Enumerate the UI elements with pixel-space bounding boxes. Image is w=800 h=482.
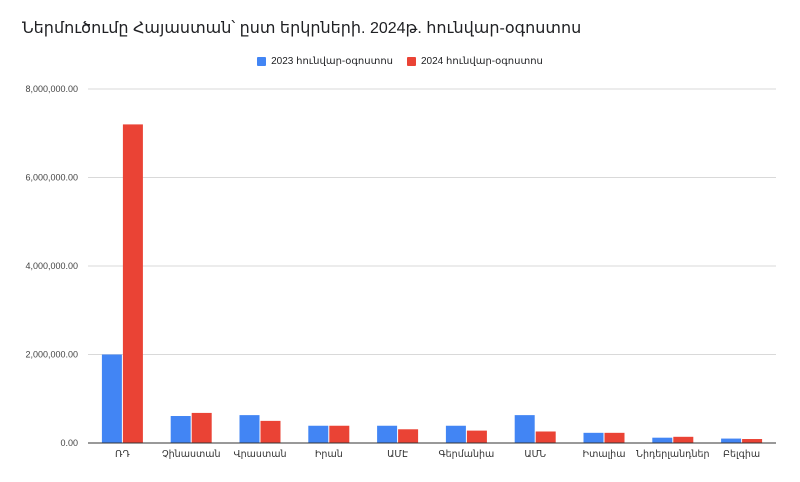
- x-category-label: ՌԴ: [115, 449, 130, 460]
- x-category-label: Բելգիա: [723, 449, 760, 460]
- bar-2023[interactable]: [514, 415, 535, 443]
- x-category-label: Չինաստան: [162, 449, 221, 460]
- bar-2024[interactable]: [742, 439, 763, 443]
- y-tick-label: 8,000,000.00: [25, 84, 78, 94]
- x-category-label: Իտալիա: [583, 449, 626, 460]
- bar-2023[interactable]: [101, 354, 122, 444]
- x-category-label: ԱՄՆ: [524, 449, 546, 460]
- legend-item-2024[interactable]: 2024 հունվար-օգոստոս: [407, 56, 543, 67]
- y-tick-label: 0.00: [60, 438, 78, 448]
- legend-label-2023: 2023 հունվար-օգոստոս: [271, 56, 393, 67]
- bar-2023[interactable]: [239, 415, 260, 443]
- bar-2024[interactable]: [191, 412, 212, 443]
- bar-2023[interactable]: [721, 438, 742, 443]
- bar-2024[interactable]: [535, 431, 556, 443]
- legend-label-2024: 2024 հունվար-օգոստոս: [421, 56, 543, 67]
- x-category-label: ԱՄԷ: [387, 449, 408, 460]
- bar-2023[interactable]: [445, 425, 466, 443]
- x-category-label: Իրան: [315, 449, 343, 460]
- bar-2024[interactable]: [604, 432, 625, 443]
- legend-swatch-2023: [257, 57, 267, 66]
- y-tick-label: 6,000,000.00: [25, 173, 78, 183]
- bar-2024[interactable]: [260, 420, 281, 443]
- x-category-label: Վրաստան: [234, 449, 287, 460]
- legend-swatch-2024: [407, 57, 416, 66]
- chart-title: Ներմուծումը Հայաստան՝ ըստ երկրների. 2024…: [22, 20, 582, 37]
- bar-2024[interactable]: [398, 429, 419, 443]
- y-tick-label: 4,000,000.00: [25, 261, 78, 271]
- bar-2024[interactable]: [466, 430, 487, 443]
- chart-legend: 2023 հունվար-օգոստոս 2024 հունվար-օգոստո…: [0, 56, 800, 67]
- bar-2024[interactable]: [673, 436, 694, 443]
- bar-2024[interactable]: [122, 124, 143, 444]
- bar-2023[interactable]: [583, 432, 604, 443]
- bar-2023[interactable]: [377, 425, 398, 443]
- bar-2023[interactable]: [308, 425, 329, 443]
- x-category-label: Նիդերլանդներ: [636, 449, 710, 460]
- legend-item-2023[interactable]: 2023 հունվար-օգոստոս: [257, 56, 393, 67]
- y-tick-label: 2,000,000.00: [25, 350, 78, 360]
- x-category-label: Գերմանիա: [439, 449, 495, 460]
- bar-2023[interactable]: [652, 437, 673, 443]
- bar-2024[interactable]: [329, 425, 350, 443]
- bar-2023[interactable]: [170, 416, 191, 443]
